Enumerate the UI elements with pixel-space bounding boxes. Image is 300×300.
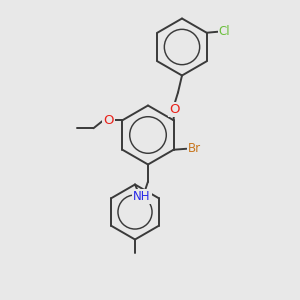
Text: Cl: Cl (219, 25, 230, 38)
Text: O: O (169, 103, 179, 116)
Text: O: O (103, 114, 114, 127)
Text: NH: NH (133, 190, 151, 203)
Text: Br: Br (188, 142, 201, 155)
